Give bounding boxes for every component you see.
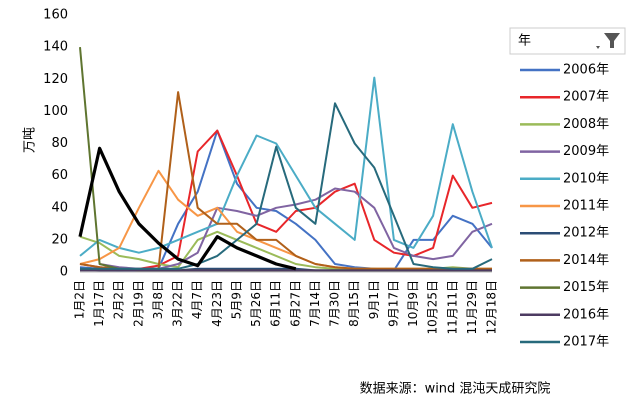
x-tick-label: 3月8日 — [151, 280, 165, 319]
legend-label: 2007年 — [563, 90, 609, 105]
y-tick-label: 160 — [43, 8, 68, 23]
legend-label: 2017年 — [563, 335, 609, 350]
x-tick-label: 10月9日 — [406, 280, 420, 327]
series-line — [79, 91, 492, 272]
filter-icon[interactable] — [596, 33, 620, 49]
x-tick-label: 11月29日 — [465, 280, 479, 335]
series-line — [99, 187, 493, 270]
source-note: 数据来源：wind 混沌天成研究院 — [360, 382, 551, 397]
x-tick-label: 8月15日 — [347, 280, 361, 327]
x-tick-label: 12月18日 — [485, 280, 499, 335]
x-tick-label: 1月2日 — [73, 280, 87, 319]
y-tick-label: 60 — [51, 168, 68, 183]
x-tick-label: 7月14日 — [308, 280, 322, 327]
legend-label: 2015年 — [563, 280, 609, 295]
legend-label: 2010年 — [563, 171, 609, 186]
series-line — [79, 76, 493, 257]
y-tick-label: 120 — [43, 72, 68, 87]
legend-label: 2011年 — [563, 199, 609, 214]
x-tick-label: 9月1日 — [367, 280, 381, 319]
series-line — [78, 146, 297, 271]
x-tick-label: 10月25日 — [426, 280, 440, 335]
x-tick-label: 6月11日 — [269, 280, 283, 327]
y-tick-label: 20 — [51, 232, 68, 247]
y-tick-label: 100 — [43, 104, 68, 119]
y-axis-label: 万吨 — [23, 127, 38, 153]
series-line — [79, 230, 492, 270]
y-tick-label: 80 — [51, 136, 68, 151]
y-tick-label: 0 — [60, 265, 68, 280]
x-tick-label: 6月27日 — [288, 280, 302, 327]
x-tick-label: 7月30日 — [328, 280, 342, 327]
x-tick-label: 2月19日 — [131, 280, 145, 327]
legend-label: 2008年 — [563, 117, 609, 132]
legend-label: 2014年 — [563, 253, 609, 268]
series-line — [79, 129, 493, 270]
x-tick-label: 4月7日 — [190, 280, 204, 319]
legend-label: 2012年 — [563, 226, 609, 241]
legend-label: 2009年 — [563, 144, 609, 159]
legend-label: 2016年 — [563, 307, 609, 322]
x-tick-label: 1月17日 — [92, 280, 106, 327]
y-tick-label: 40 — [51, 200, 68, 215]
x-tick-label: 3月22日 — [171, 280, 185, 327]
legend-label: 2006年 — [563, 63, 609, 78]
x-tick-label: 11月11日 — [445, 280, 459, 335]
x-tick-label: 2月2日 — [112, 280, 126, 319]
x-tick-label: 5月26日 — [249, 280, 263, 327]
x-tick-label: 5月9日 — [229, 280, 243, 319]
y-tick-label: 140 — [43, 40, 68, 55]
series-line — [80, 102, 493, 270]
legend-title: 年 — [518, 34, 531, 49]
legend-header[interactable] — [509, 27, 626, 55]
x-tick-label: 9月17日 — [386, 280, 400, 327]
x-tick-label: 4月23日 — [210, 280, 224, 327]
